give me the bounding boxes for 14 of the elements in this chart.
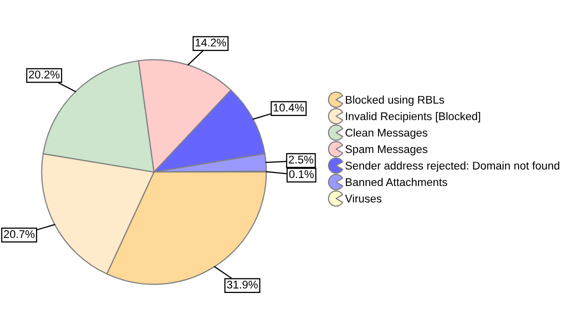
data-label: 20.2%: [28, 70, 60, 78]
data-label: 2.5%: [288, 156, 314, 164]
data-label: 14.2%: [196, 38, 226, 46]
legend-label: Invalid Recipients [Blocked]: [346, 112, 480, 122]
legend-label: Banned Attachments: [346, 178, 448, 186]
data-label: 10.4%: [274, 104, 304, 112]
data-label: 31.9%: [227, 280, 258, 289]
legend-label: Spam Messages: [346, 145, 428, 156]
data-label: 20.7%: [4, 230, 34, 238]
legend-label: Viruses: [345, 194, 382, 203]
data-label: 0.1%: [289, 170, 314, 178]
legend-label: Clean Messages: [346, 128, 428, 139]
legend-label: Blocked using RBLs: [346, 96, 444, 106]
legend-label: Sender address rejected: Domain not found: [346, 161, 560, 172]
